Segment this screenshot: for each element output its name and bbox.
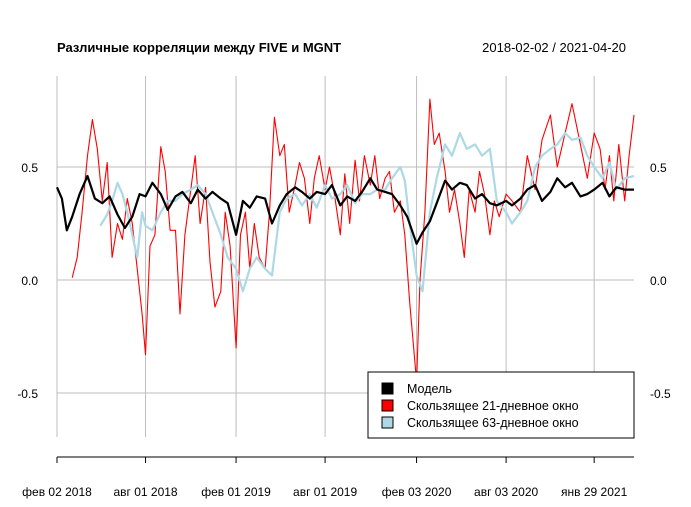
x-tick-label: фев 02 2018 — [22, 485, 92, 499]
chart-date-range: 2018-02-02 / 2021-04-20 — [482, 40, 626, 55]
y-tick-label-right: 0.0 — [650, 274, 667, 288]
x-tick-label: фев 01 2019 — [201, 485, 271, 499]
series-line-3 — [99, 132, 635, 293]
series-line-1 — [55, 174, 634, 245]
y-axis-left: -0.5 0.0 0.5 — [17, 161, 38, 401]
y-axis-right: -0.5 0.0 0.5 — [650, 161, 671, 401]
y-tick-label-left: -0.5 — [17, 387, 38, 401]
y-tick-label-right: -0.5 — [650, 387, 671, 401]
series-line-2 — [71, 98, 635, 383]
x-axis: фев 02 2018 авг 01 2018 фев 01 2019 авг 01 … — [22, 456, 634, 499]
y-tick-label-left: 0.5 — [21, 161, 38, 175]
chart-title: Различные корреляции между FIVE и MGNT — [57, 40, 341, 55]
legend-label: Скользящее 63-дневное окно — [407, 416, 579, 430]
x-tick-label: авг 01 2018 — [113, 485, 177, 499]
y-tick-label-right: 0.5 — [650, 161, 667, 175]
x-tick-label: янв 29 2021 — [561, 485, 628, 499]
x-tick-label: фев 03 2020 — [382, 485, 452, 499]
legend: Модель Скользящее 21-дневное окно Скользящ… — [367, 371, 635, 439]
legend-swatch — [381, 416, 394, 429]
x-tick-label: авг 01 2019 — [293, 485, 357, 499]
series-lines — [55, 98, 635, 383]
legend-swatch — [381, 399, 394, 412]
legend-swatch — [381, 382, 394, 395]
legend-label: Скользящее 21-дневное окно — [407, 399, 579, 413]
legend-box — [367, 371, 635, 439]
y-tick-label-left: 0.0 — [21, 274, 38, 288]
x-tick-label: авг 03 2020 — [474, 485, 538, 499]
legend-label: Модель — [407, 382, 452, 396]
